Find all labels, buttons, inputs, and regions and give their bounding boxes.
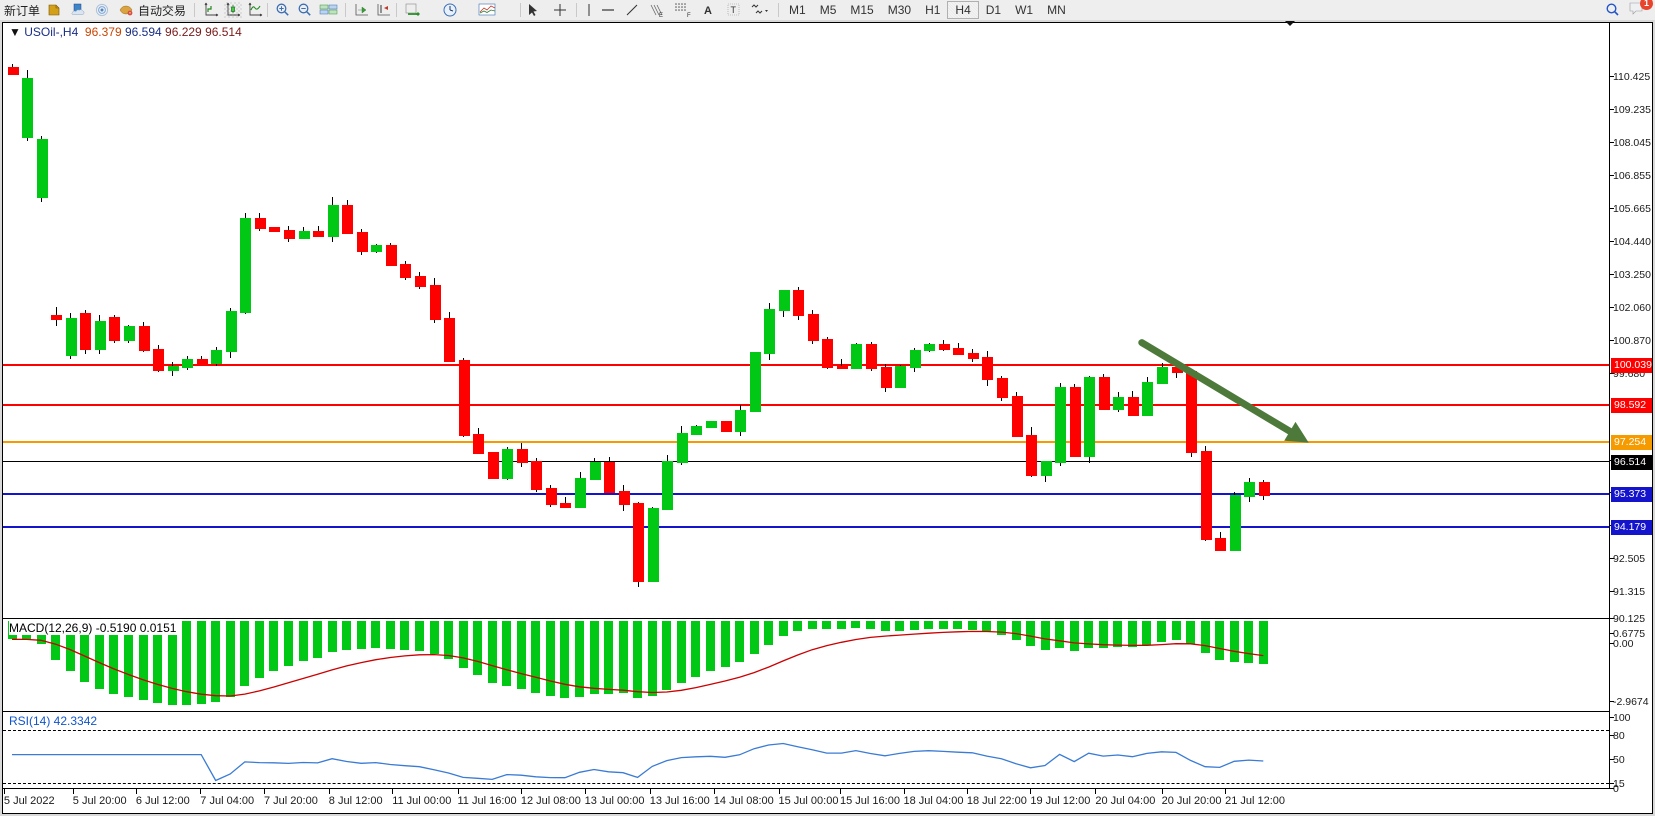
svg-text:E: E — [659, 13, 663, 18]
svg-text:A: A — [704, 5, 712, 17]
svg-text:T: T — [731, 5, 737, 15]
svg-text:F: F — [687, 13, 691, 18]
